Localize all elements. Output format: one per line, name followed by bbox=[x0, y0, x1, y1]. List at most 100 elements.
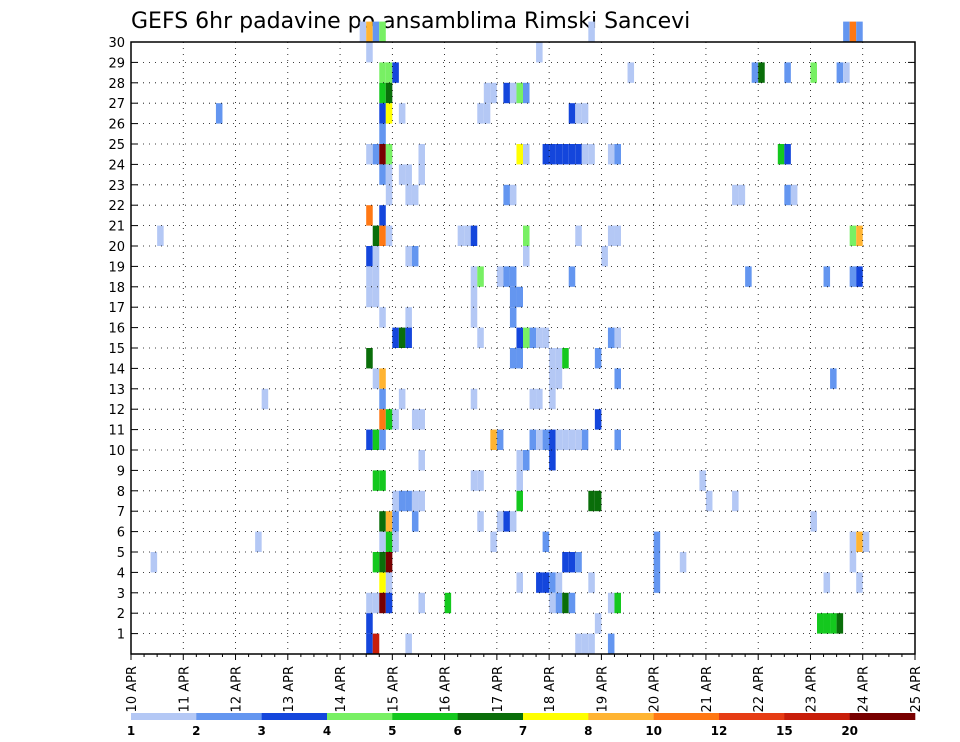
heatmap-cell bbox=[523, 144, 530, 165]
y-tick-label: 4 bbox=[117, 566, 125, 581]
heatmap-cell bbox=[379, 592, 386, 614]
heatmap-cell bbox=[849, 531, 857, 552]
heatmap-cell bbox=[385, 572, 393, 593]
heatmap-cell bbox=[385, 184, 393, 206]
heatmap-cell bbox=[575, 144, 582, 165]
heatmap-cell bbox=[359, 21, 367, 42]
x-tick-label: 21 APR bbox=[700, 666, 715, 712]
heatmap-cell bbox=[823, 266, 831, 287]
colorbar-swatch bbox=[719, 713, 785, 720]
heatmap-cell bbox=[392, 531, 399, 552]
y-tick-label: 18 bbox=[108, 281, 125, 296]
heatmap-cell bbox=[372, 225, 380, 246]
heatmap-cell bbox=[823, 572, 831, 593]
heatmap-cell bbox=[379, 82, 386, 104]
heatmap-cell bbox=[157, 225, 164, 246]
heatmap-cell bbox=[653, 572, 661, 593]
heatmap-cell bbox=[751, 62, 759, 83]
heatmap-cell bbox=[366, 246, 373, 267]
heatmap-cell bbox=[150, 552, 158, 573]
heatmap-cell bbox=[653, 552, 661, 573]
heatmap-cell bbox=[405, 327, 412, 348]
heatmap-cell bbox=[516, 572, 523, 593]
heatmap-cell bbox=[366, 286, 373, 308]
heatmap-cell bbox=[503, 511, 510, 532]
heatmap-cell bbox=[366, 592, 373, 614]
heatmap-cell bbox=[398, 103, 406, 124]
heatmap-cell bbox=[549, 592, 556, 614]
heatmap-cell bbox=[372, 633, 380, 654]
heatmap-cell bbox=[784, 62, 791, 83]
heatmap-cell bbox=[470, 286, 478, 308]
y-tick-label: 21 bbox=[108, 220, 125, 235]
heatmap-cell bbox=[516, 327, 523, 348]
y-axis-ticks: 1234567891011121314151617181920212223242… bbox=[108, 36, 915, 643]
heatmap-cell bbox=[516, 144, 523, 165]
heatmap-cell bbox=[529, 388, 537, 410]
heatmap-cell bbox=[856, 21, 863, 42]
heatmap-cell bbox=[372, 21, 380, 42]
chart-title: GEFS 6hr padavine po ansamblima Rimski S… bbox=[131, 9, 690, 34]
x-tick-label: 11 APR bbox=[177, 666, 192, 712]
heatmap-cell bbox=[385, 511, 393, 532]
colorbar-label: 8 bbox=[584, 724, 592, 738]
heatmap-cell bbox=[542, 572, 550, 593]
y-tick-label: 24 bbox=[108, 158, 125, 173]
colorbar-swatch bbox=[261, 713, 328, 720]
heatmap-cell bbox=[849, 21, 857, 42]
heatmap-cell bbox=[849, 552, 857, 573]
heatmap-cell bbox=[379, 572, 386, 593]
heatmap-cell bbox=[810, 62, 817, 83]
heatmap-cell bbox=[509, 286, 517, 308]
x-tick-label: 23 APR bbox=[804, 666, 819, 712]
heatmap-cell bbox=[379, 470, 386, 491]
heatmap-cell bbox=[418, 164, 425, 185]
heatmap-cell bbox=[379, 368, 386, 389]
colorbar-swatch bbox=[457, 713, 524, 720]
heatmap-cell bbox=[523, 246, 530, 267]
y-tick-label: 11 bbox=[108, 424, 125, 439]
heatmap-cell bbox=[542, 531, 550, 552]
heatmap-cell bbox=[575, 633, 582, 654]
x-tick-label: 25 APR bbox=[909, 666, 924, 712]
heatmap-cell bbox=[607, 225, 615, 246]
heatmap-cell bbox=[366, 613, 373, 634]
heatmap-cell bbox=[411, 246, 419, 267]
heatmap-cell bbox=[405, 490, 412, 512]
heatmap-cell bbox=[549, 348, 556, 369]
heatmap-cell bbox=[470, 388, 478, 410]
heatmap-cell bbox=[379, 409, 386, 430]
x-tick-label: 20 APR bbox=[648, 666, 663, 712]
heatmap-cell bbox=[385, 62, 393, 83]
y-tick-label: 6 bbox=[117, 526, 125, 541]
heatmap-cell bbox=[509, 184, 517, 206]
heatmap-cell bbox=[555, 592, 563, 614]
heatmap-cell bbox=[614, 368, 621, 389]
heatmap-cell bbox=[594, 409, 602, 430]
heatmap-cell bbox=[509, 82, 517, 104]
heatmap-cell bbox=[385, 552, 393, 573]
heatmap-cell bbox=[516, 348, 523, 369]
heatmap-cell bbox=[536, 42, 543, 63]
heatmap-cell bbox=[379, 144, 386, 165]
heatmap-cell bbox=[516, 470, 523, 491]
x-tick-label: 17 APR bbox=[491, 666, 506, 712]
heatmap-cell bbox=[405, 307, 412, 328]
heatmap-cell bbox=[366, 42, 373, 63]
heatmap-cell bbox=[398, 490, 406, 512]
colorbar-swatch bbox=[523, 713, 589, 720]
heatmap-cell bbox=[490, 429, 497, 450]
heatmap-cell bbox=[810, 511, 817, 532]
colorbar-swatch bbox=[588, 713, 654, 720]
x-tick-label: 22 APR bbox=[752, 666, 767, 712]
heatmap-cell bbox=[379, 531, 386, 552]
colorbar-label: 7 bbox=[519, 724, 527, 738]
heatmap-cell bbox=[529, 429, 537, 450]
heatmap-cell bbox=[549, 572, 556, 593]
y-tick-label: 16 bbox=[108, 322, 125, 337]
heatmap-cell bbox=[777, 144, 785, 165]
y-tick-label: 7 bbox=[117, 505, 125, 520]
heatmap-cell bbox=[562, 552, 569, 573]
heatmap-cell bbox=[549, 429, 556, 450]
heatmap-cell bbox=[862, 531, 870, 552]
